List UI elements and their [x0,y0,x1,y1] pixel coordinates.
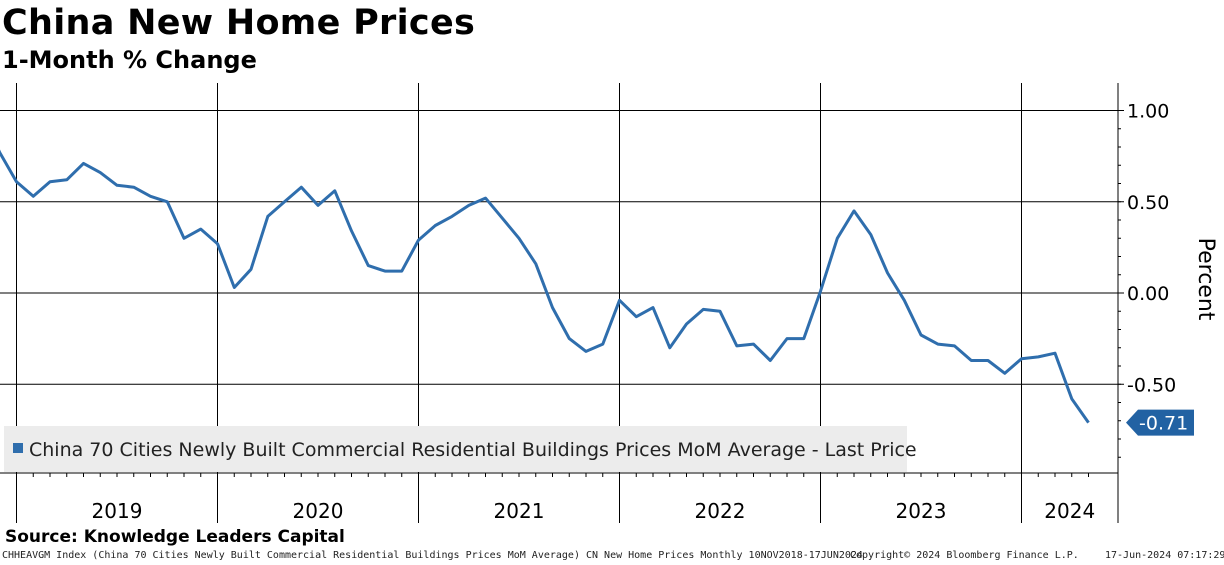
footer-index-description: CHHEAVGM Index (China 70 Cities Newly Bu… [2,550,863,561]
footer-timestamp: 17-Jun-2024 07:17:29 [1105,550,1224,561]
y-axis-title: Percent [1193,238,1218,321]
y-tick-label: 1.00 [1127,101,1169,123]
legend: China 70 Cities Newly Built Commercial R… [4,426,917,472]
last-value-badge [1126,409,1194,436]
y-tick-label: 0.00 [1127,283,1169,305]
y-tick-label: 0.50 [1127,192,1169,214]
last-value-label: -0.71 [1139,413,1188,435]
legend-box [4,426,907,472]
source-note: Source: Knowledge Leaders Capital [5,527,345,547]
series-line [0,149,1090,424]
chart-subtitle: 1-Month % Change [2,46,257,74]
x-tick-label: 2020 [293,499,344,523]
footer-copyright: Copyright© 2024 Bloomberg Finance L.P. [850,550,1079,561]
x-tick-label: 2022 [695,499,746,523]
x-tick-label: 2023 [896,499,947,523]
x-axis: 2019 2020 2021 2022 2023 2024 [0,472,1118,523]
chart-title: China New Home Prices [2,3,476,43]
x-tick-label: 2024 [1044,499,1095,523]
last-value-marker: -0.71 [1126,409,1194,436]
series-layer [0,149,1090,424]
y-axis: 1.00 0.50 0.00 -0.50 Percent [1117,83,1218,523]
x-tick-label: 2021 [494,499,545,523]
legend-label: China 70 Cities Newly Built Commercial R… [29,439,917,461]
x-tick-label: 2019 [92,499,143,523]
legend-swatch [13,443,23,453]
y-tick-label: -0.50 [1127,374,1176,396]
